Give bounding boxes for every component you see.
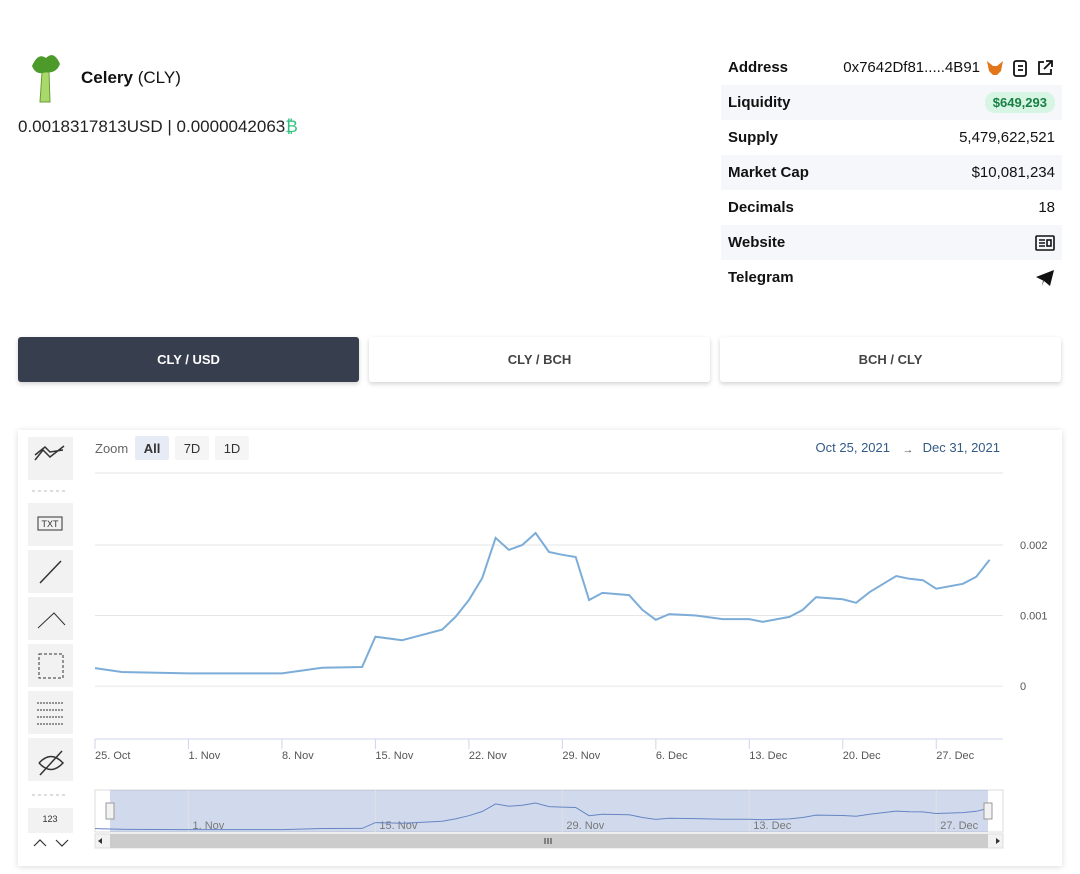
info-value: $649,293 (984, 92, 1055, 113)
pair-tab[interactable]: CLY / USD (18, 337, 359, 382)
price-line (94, 531, 991, 675)
navigator-label: 27. Dec (940, 820, 978, 832)
info-label: Address (728, 59, 789, 76)
celery-logo (32, 55, 60, 103)
icon[interactable] (1035, 269, 1055, 287)
info-label: Decimals (728, 199, 794, 216)
info-table: Address 0x7642Df81.....4B91 Liquidity $649,… (721, 50, 1062, 295)
navigator-label: 15. Nov (379, 820, 417, 832)
token-symbol: (CLY) (137, 68, 181, 87)
price-usd: 0.0018317813 (18, 117, 127, 136)
zoom-button-bg[interactable] (215, 436, 249, 460)
icon[interactable] (1035, 58, 1055, 78)
x-tick-label: 29. Nov (562, 750, 600, 762)
y-tick-label: 0.001 (1020, 611, 1048, 623)
scroll-right[interactable] (996, 838, 1000, 844)
zoom-button[interactable]: 1D (224, 441, 241, 456)
info-row: Market Cap $10,081,234 (721, 155, 1062, 190)
pair-tab[interactable]: BCH / CLY (720, 337, 1061, 382)
navigator-label: 13. Dec (753, 820, 791, 832)
info-row: Supply 5,479,622,521 (721, 120, 1062, 155)
info-value: 0x7642Df81.....4B91 (843, 59, 980, 76)
navigator-label: 29. Nov (566, 820, 604, 832)
info-row: Liquidity $649,293 (721, 85, 1062, 120)
info-value: 5,479,622,521 (959, 129, 1055, 146)
token-title: Celery (CLY) (81, 68, 181, 88)
y-tick-label: 0 (1020, 681, 1026, 693)
svg-text:TXT: TXT (42, 519, 60, 529)
chart: TXT 123 Zoom All 7D 1D Oct 25, 2021 → Dec 31, … (28, 436, 1048, 849)
separator: | (167, 117, 172, 136)
x-tick-label: 6. Dec (656, 750, 688, 762)
scrollbar-thumb[interactable] (110, 834, 988, 848)
navigator-line (94, 802, 990, 831)
info-value: $10,081,234 (971, 164, 1055, 181)
scroll-left[interactable] (98, 838, 102, 844)
info-row: Website (721, 225, 1062, 260)
zoom-button[interactable]: 7D (184, 441, 201, 456)
chart-card: TXT 123 Zoom All 7D 1D Oct 25, 2021 → Dec 31, … (18, 430, 1062, 866)
x-tick-label: 25. Oct (95, 750, 130, 762)
usd-unit: USD (126, 117, 163, 136)
icon[interactable] (985, 59, 1005, 77)
zoom-label: Zoom (95, 441, 128, 456)
address-group: 0x7642Df81.....4B91 (843, 58, 1055, 78)
x-tick-label: 27. Dec (936, 750, 974, 762)
price-bch: 0.0000042063 (176, 117, 286, 136)
x-tick-label: 22. Nov (469, 750, 507, 762)
navigator-mask[interactable] (110, 790, 988, 832)
navigator-handle[interactable] (105, 802, 115, 820)
toolbar-counter: 123 (42, 814, 57, 824)
info-label: Supply (728, 129, 779, 146)
x-tick-label: 13. Dec (749, 750, 787, 762)
toolbar: TXT (28, 437, 73, 847)
pair-tab[interactable]: CLY / BCH (369, 337, 710, 382)
info-row: Decimals 18 (721, 190, 1062, 225)
icon[interactable] (1035, 234, 1055, 251)
info-label: Liquidity (728, 94, 791, 111)
navigator-label: 1. Nov (192, 820, 224, 832)
x-tick-label: 8. Nov (282, 750, 314, 762)
info-label: Telegram (728, 269, 794, 286)
navigator-bg (94, 789, 1004, 833)
y-tick-label: 0.002 (1020, 540, 1048, 552)
navigator-handle[interactable] (983, 802, 993, 820)
info-label: Market Cap (728, 164, 809, 181)
zoom-button-bg[interactable] (175, 436, 209, 460)
range-start[interactable]: Oct 25, 2021 (816, 440, 890, 455)
range-arrow: → (903, 444, 914, 456)
info-label: Website (728, 234, 786, 251)
range-end[interactable]: Dec 31, 2021 (923, 440, 1000, 455)
bch-unit: ₿ (285, 117, 298, 136)
info-row: Telegram (721, 260, 1062, 295)
token-name: Celery (81, 68, 133, 87)
scrollbar-grip (544, 838, 552, 844)
info-row: Address 0x7642Df81.....4B91 (721, 50, 1062, 85)
info-value: 18 (1038, 199, 1055, 216)
zoom-button[interactable]: All (144, 441, 161, 456)
icon[interactable] (1010, 58, 1030, 78)
x-tick-label: 15. Nov (375, 750, 413, 762)
x-tick-label: 20. Dec (843, 750, 881, 762)
token-price: 0.0018317813USD | 0.0000042063₿ (18, 117, 298, 137)
x-tick-label: 1. Nov (188, 750, 220, 762)
zoom-button-bg[interactable] (135, 436, 169, 460)
